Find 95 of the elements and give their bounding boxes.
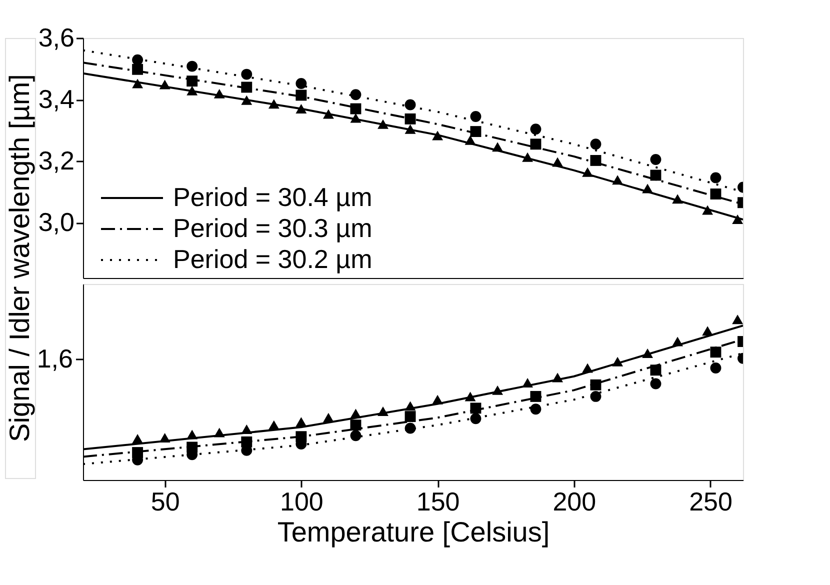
point	[296, 417, 307, 427]
y-tick-label: 3,2	[38, 146, 74, 176]
point	[590, 154, 602, 166]
y-axis-title: Signal / Idler wavelength [µm]	[4, 74, 35, 442]
point	[642, 184, 654, 194]
point	[650, 170, 662, 181]
point	[186, 86, 198, 96]
legend-label: Period = 30.3 µm	[173, 213, 372, 243]
point	[241, 82, 252, 93]
point	[322, 412, 334, 422]
x-tick-label: 150	[416, 486, 460, 516]
point	[296, 78, 307, 90]
point	[159, 433, 170, 442]
point	[702, 205, 714, 215]
point	[404, 401, 416, 411]
point	[132, 434, 144, 444]
point	[732, 314, 743, 324]
point	[582, 167, 594, 177]
point	[530, 390, 542, 402]
point	[552, 157, 564, 167]
point	[710, 362, 722, 374]
point	[732, 214, 743, 224]
point	[612, 175, 624, 185]
point	[710, 172, 722, 184]
point	[378, 119, 388, 129]
point	[350, 113, 362, 123]
point	[268, 99, 280, 109]
point	[214, 88, 225, 98]
y-tick-label: 3,0	[38, 207, 74, 238]
point	[159, 80, 170, 90]
point	[590, 138, 602, 150]
point	[214, 428, 225, 438]
point	[132, 64, 144, 75]
x-tick-label: 250	[689, 486, 732, 516]
y-tick-label: 3,6	[38, 22, 74, 52]
point	[186, 76, 198, 87]
point	[650, 154, 662, 166]
point	[186, 60, 198, 72]
point	[241, 68, 252, 80]
point	[432, 130, 444, 140]
point	[464, 392, 476, 402]
point	[672, 336, 684, 346]
point	[350, 420, 362, 431]
point	[404, 411, 416, 422]
point	[350, 103, 362, 114]
legend-label: Period = 30.4 µm	[173, 182, 372, 212]
point	[702, 326, 714, 336]
point	[470, 413, 482, 424]
point	[470, 110, 482, 122]
point	[350, 89, 362, 100]
point	[710, 188, 722, 200]
text: 1,6	[36, 343, 73, 374]
point	[522, 152, 534, 162]
point	[672, 194, 684, 204]
y-tick-label: 3,4	[38, 84, 74, 114]
point	[296, 104, 307, 114]
x-axis-title: Temperature [Celsius]	[277, 516, 550, 548]
point	[241, 95, 252, 105]
point	[470, 126, 482, 138]
point	[522, 378, 534, 388]
point	[404, 113, 416, 124]
point	[552, 372, 564, 382]
point	[492, 385, 504, 395]
point	[404, 99, 416, 110]
point	[378, 406, 388, 416]
legend-label: Period = 30.2 µm	[173, 244, 372, 274]
point	[582, 363, 594, 373]
point	[590, 390, 602, 402]
point	[350, 408, 362, 418]
point	[132, 78, 144, 88]
point	[186, 430, 198, 440]
point	[650, 378, 662, 390]
point	[322, 109, 334, 119]
point	[350, 430, 362, 442]
point	[241, 424, 252, 434]
point	[642, 348, 654, 358]
point	[470, 402, 482, 414]
point	[492, 142, 504, 152]
x-tick-label: 100	[280, 486, 324, 516]
point	[404, 422, 416, 434]
x-tick-label: 50	[150, 486, 180, 516]
point	[530, 138, 542, 150]
x-tick-label: 200	[552, 486, 596, 516]
point	[530, 404, 542, 415]
point	[132, 54, 144, 66]
point	[404, 124, 416, 134]
point	[710, 346, 722, 358]
point	[432, 394, 444, 404]
point	[296, 90, 307, 101]
point	[464, 135, 476, 145]
point	[650, 364, 662, 376]
point	[612, 356, 624, 366]
point	[268, 420, 280, 430]
point	[590, 379, 602, 390]
point	[530, 124, 542, 135]
